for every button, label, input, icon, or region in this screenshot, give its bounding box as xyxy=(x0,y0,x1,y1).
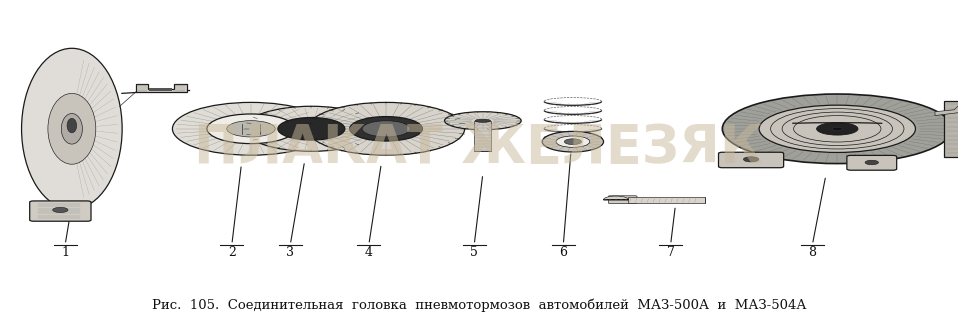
Circle shape xyxy=(172,102,330,155)
Text: 8: 8 xyxy=(809,246,816,259)
Ellipse shape xyxy=(722,94,952,164)
Text: 5: 5 xyxy=(470,246,478,259)
Circle shape xyxy=(743,157,759,162)
Text: 1: 1 xyxy=(61,246,69,259)
Text: 3: 3 xyxy=(286,246,294,259)
Circle shape xyxy=(227,121,275,137)
Ellipse shape xyxy=(833,127,842,130)
Circle shape xyxy=(53,207,68,213)
Polygon shape xyxy=(604,196,628,200)
FancyBboxPatch shape xyxy=(608,196,637,204)
Circle shape xyxy=(350,117,422,141)
Circle shape xyxy=(542,131,604,152)
Ellipse shape xyxy=(475,119,490,122)
Ellipse shape xyxy=(67,118,77,133)
Text: ПЛАКАТ ЖЕЛЕЗЯК: ПЛАКАТ ЖЕЛЕЗЯК xyxy=(194,122,764,174)
Circle shape xyxy=(564,139,582,145)
Circle shape xyxy=(308,102,465,155)
Polygon shape xyxy=(935,105,958,116)
Circle shape xyxy=(278,118,345,140)
Circle shape xyxy=(244,106,378,151)
Text: 7: 7 xyxy=(667,246,674,259)
Ellipse shape xyxy=(610,196,635,203)
FancyBboxPatch shape xyxy=(149,88,172,91)
FancyBboxPatch shape xyxy=(847,156,897,170)
Ellipse shape xyxy=(816,123,858,135)
Polygon shape xyxy=(136,84,187,92)
Circle shape xyxy=(207,114,295,144)
Text: Рис.  105.  Соединительная  головка  пневмотормозов  автомобилей  МАЗ-500А  и  М: Рис. 105. Соединительная головка пневмот… xyxy=(151,298,807,312)
Ellipse shape xyxy=(445,112,521,130)
FancyBboxPatch shape xyxy=(628,197,705,203)
FancyBboxPatch shape xyxy=(30,201,91,221)
Ellipse shape xyxy=(48,93,96,164)
FancyBboxPatch shape xyxy=(474,121,491,151)
Text: 2: 2 xyxy=(228,246,236,259)
Ellipse shape xyxy=(759,105,916,152)
Circle shape xyxy=(362,121,410,137)
Circle shape xyxy=(865,160,878,165)
Circle shape xyxy=(556,136,590,147)
FancyBboxPatch shape xyxy=(945,101,958,156)
Ellipse shape xyxy=(21,48,122,209)
Ellipse shape xyxy=(61,114,82,144)
Text: 4: 4 xyxy=(365,246,373,259)
Text: 6: 6 xyxy=(559,246,567,259)
FancyBboxPatch shape xyxy=(718,152,784,168)
